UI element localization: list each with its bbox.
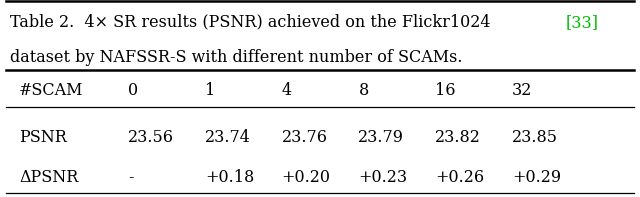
Text: ΔPSNR: ΔPSNR: [19, 169, 79, 186]
Text: Table 2.  4× SR results (PSNR) achieved on the Flickr1024: Table 2. 4× SR results (PSNR) achieved o…: [10, 14, 495, 31]
Text: +0.18: +0.18: [205, 169, 254, 186]
Text: -: -: [128, 169, 134, 186]
Text: 23.76: 23.76: [282, 129, 328, 146]
Text: 4: 4: [282, 82, 292, 99]
Text: 23.79: 23.79: [358, 129, 404, 146]
Text: 23.82: 23.82: [435, 129, 481, 146]
Text: 8: 8: [358, 82, 369, 99]
Text: PSNR: PSNR: [19, 129, 67, 146]
Text: 23.74: 23.74: [205, 129, 251, 146]
Text: +0.26: +0.26: [435, 169, 484, 186]
Text: 32: 32: [512, 82, 532, 99]
Text: +0.23: +0.23: [358, 169, 408, 186]
Text: +0.20: +0.20: [282, 169, 331, 186]
Text: [33]: [33]: [565, 14, 598, 31]
Text: 23.56: 23.56: [128, 129, 174, 146]
Text: 0: 0: [128, 82, 138, 99]
Text: 16: 16: [435, 82, 456, 99]
Text: +0.29: +0.29: [512, 169, 561, 186]
Text: dataset by NAFSSR-S with different number of SCAMs.: dataset by NAFSSR-S with different numbe…: [10, 49, 462, 66]
Text: 23.85: 23.85: [512, 129, 558, 146]
Text: 1: 1: [205, 82, 215, 99]
Text: #SCAM: #SCAM: [19, 82, 84, 99]
